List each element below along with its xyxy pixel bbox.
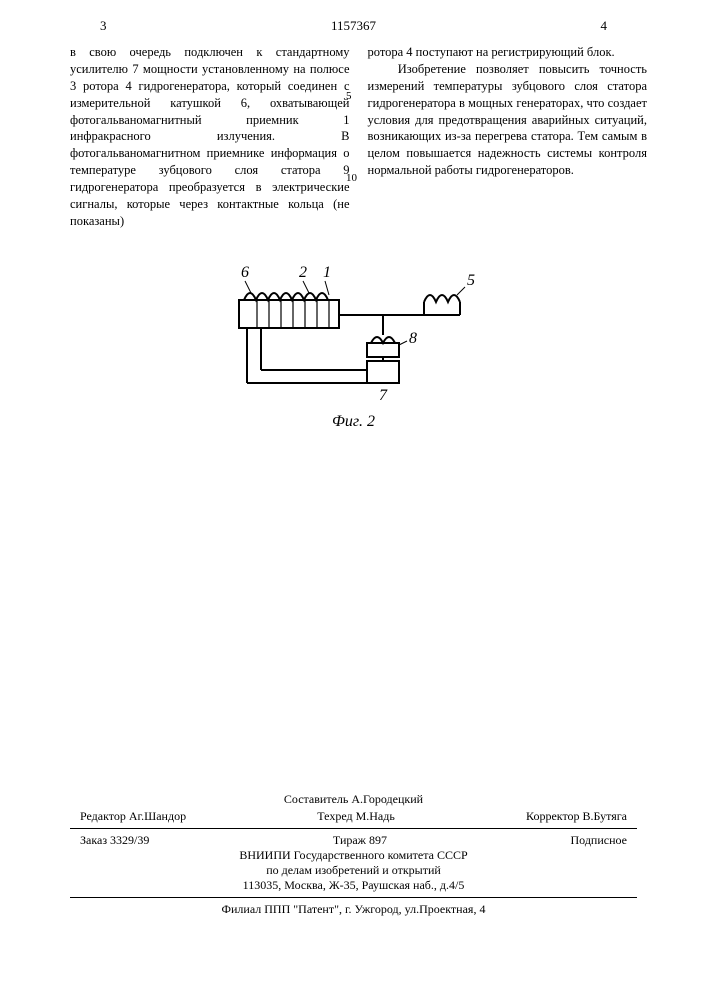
label-1: 1 [323,264,331,281]
org-line-2: по делам изобретений и открытий [70,863,637,878]
podpis: Подписное [571,833,628,848]
line-marker-10: 10 [346,172,357,184]
editor: Редактор Аг.Шандор [80,809,186,824]
corrector: Корректор В.Бутяга [526,809,627,824]
left-column: в свою очередь подключен к стандартному … [70,44,350,230]
tirazh: Тираж 897 [333,833,387,848]
addr-line-1: 113035, Москва, Ж-35, Раушская наб., д.4… [70,878,637,893]
label-2: 2 [299,264,307,281]
order: Заказ 3329/39 [80,833,149,848]
coil-right [424,295,460,302]
document-number: 1157367 [331,18,376,34]
page-header: 1157367 [0,0,707,34]
addr-line-2: Филиал ППП "Патент", г. Ужгород, ул.Прое… [70,902,637,917]
label-5: 5 [467,272,475,289]
footer-block: Составитель А.Городецкий Редактор Аг.Шан… [70,790,637,917]
techred: Техред М.Надь [317,809,395,824]
figure-svg: 6 2 1 5 8 7 [209,255,499,405]
order-row: Заказ 3329/39 Тираж 897 Подписное [70,833,637,848]
divider-1 [70,828,637,829]
figure-caption: Фиг. 2 [0,413,707,431]
org-line-1: ВНИИПИ Государственного комитета СССР [70,848,637,863]
label-6: 6 [241,264,249,281]
coil-base-left [239,300,339,328]
label-8: 8 [409,330,417,347]
compiler-line: Составитель А.Городецкий [70,792,637,807]
right-column: ротора 4 поступают на регистрирующий бло… [368,44,648,230]
credits-row: Редактор Аг.Шандор Техред М.Надь Коррект… [70,809,637,824]
line-marker-5: 5 [346,90,352,102]
text-columns: в свою очередь подключен к стандартному … [0,34,707,230]
figure-area: 6 2 1 5 8 7 Фиг. 2 [0,255,707,431]
label-7: 7 [379,387,388,404]
divider-2 [70,897,637,898]
coil-loops-left [244,293,328,300]
block-7 [367,361,399,383]
